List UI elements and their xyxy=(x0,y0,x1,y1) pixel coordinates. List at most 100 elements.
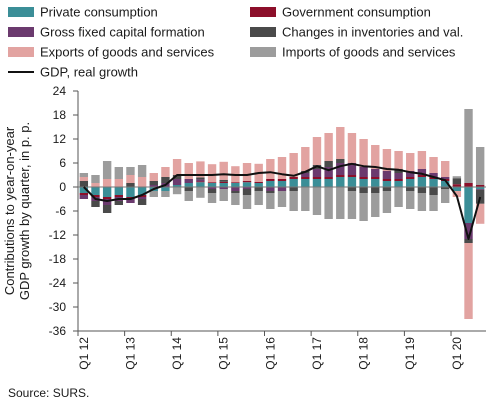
bar-segment xyxy=(441,177,450,179)
bar-segment xyxy=(266,179,275,181)
bar-segment xyxy=(102,197,112,199)
bar-segment xyxy=(289,179,298,187)
bar-segment xyxy=(242,163,252,181)
gdp-line-group xyxy=(83,162,482,240)
bar-segment xyxy=(336,127,345,159)
bar-segment xyxy=(441,187,450,189)
bar-segment xyxy=(207,187,217,189)
bar-segment xyxy=(231,193,240,205)
legend-label-0: Private consumption xyxy=(40,5,158,20)
bar-segment xyxy=(382,171,392,179)
legend-swatch-2 xyxy=(8,27,34,37)
bar-segment xyxy=(79,187,89,193)
bar-segment xyxy=(231,191,240,193)
bar-segment xyxy=(79,193,89,195)
y-tick-label-8: -24 xyxy=(49,276,67,290)
bar-segment xyxy=(312,177,322,179)
bar-segment xyxy=(196,182,205,187)
bar-segment xyxy=(429,195,438,211)
bar-segment xyxy=(324,167,333,177)
bar-segment xyxy=(289,191,298,211)
bar-segment xyxy=(475,189,485,190)
bar-segment xyxy=(394,173,403,179)
bar-segment xyxy=(126,175,135,183)
legend-label-5: Imports of goods and services xyxy=(282,45,456,60)
bar-segment xyxy=(394,179,403,181)
y-tick-label-3: 6 xyxy=(59,156,66,170)
bar-segment xyxy=(324,179,333,187)
bar-segment xyxy=(289,153,298,177)
y-tick-label-1: 18 xyxy=(53,108,67,122)
bar-segment xyxy=(371,193,380,217)
bar-segment xyxy=(161,177,170,183)
legend-swatch-5 xyxy=(250,47,276,57)
bar-segment xyxy=(91,183,100,187)
bar-segment xyxy=(207,193,217,203)
bar-segment xyxy=(79,181,89,187)
gdp-line xyxy=(83,162,482,240)
bar-segment xyxy=(79,173,89,177)
bar-segment xyxy=(114,167,123,179)
bar-segment xyxy=(102,205,112,213)
bar-segment xyxy=(336,187,345,219)
bar-segment xyxy=(266,191,275,193)
bar-segment xyxy=(347,175,357,177)
bar-segment xyxy=(406,191,415,209)
bar-segment xyxy=(312,187,322,215)
y-tick-label-7: -18 xyxy=(49,252,67,266)
bar-segment xyxy=(184,191,193,201)
bar-segment xyxy=(464,183,473,187)
bar-segment xyxy=(312,137,322,165)
bar-segment xyxy=(336,163,345,175)
bar-segment xyxy=(207,189,217,193)
bar-segment xyxy=(161,187,170,191)
bar-segment xyxy=(79,195,89,199)
bar-segment xyxy=(242,181,252,183)
legend: Private consumption Government consumptio… xyxy=(8,5,463,80)
bar-segment xyxy=(219,189,228,201)
bar-segment xyxy=(417,187,427,193)
bar-segment xyxy=(149,185,158,187)
bar-segment xyxy=(464,243,473,319)
bar-segment xyxy=(301,173,310,177)
bar-segment xyxy=(277,191,287,207)
bar-segment xyxy=(242,182,252,187)
bar-segment xyxy=(371,187,380,193)
bar-segment xyxy=(394,181,403,187)
y-tick-label-2: 12 xyxy=(53,132,67,146)
bar-segment xyxy=(394,187,403,207)
bar-segment xyxy=(114,187,123,195)
bar-segment xyxy=(114,201,123,205)
y-tick-label-6: -12 xyxy=(49,228,67,242)
bar-segment xyxy=(91,195,100,197)
y-tick-label-10: -36 xyxy=(49,324,67,338)
bar-segment xyxy=(172,159,182,175)
bar-segment xyxy=(359,187,368,193)
x-tick-label-4: Q1 16 xyxy=(263,337,277,370)
bar-segment xyxy=(417,175,427,177)
legend-swatch-0 xyxy=(8,7,34,17)
bar-segment xyxy=(347,133,357,163)
bar-segment xyxy=(114,179,123,187)
bar-segment xyxy=(184,183,193,187)
bar-segment xyxy=(196,181,205,183)
bar-segment xyxy=(196,187,205,198)
bar-segment xyxy=(394,169,403,173)
bar-segment xyxy=(336,177,345,187)
bar-segment xyxy=(207,183,217,187)
bar-segment xyxy=(417,177,427,187)
legend-swatch-3 xyxy=(250,27,276,37)
bar-segment xyxy=(336,159,345,163)
bar-segment xyxy=(429,187,438,195)
bar-segment xyxy=(91,201,100,207)
bar-segment xyxy=(161,167,170,177)
bar-segment xyxy=(137,177,147,187)
bar-segment xyxy=(114,195,123,197)
bar-segment xyxy=(242,189,252,195)
x-axis: Q1 12 Q1 13 Q1 14 Q1 15 Q1 16 Q1 17 Q1 18 Q1 19… xyxy=(77,330,486,370)
bar-segment xyxy=(347,163,357,175)
bar-segment xyxy=(301,179,310,187)
bar-segment xyxy=(254,187,263,191)
